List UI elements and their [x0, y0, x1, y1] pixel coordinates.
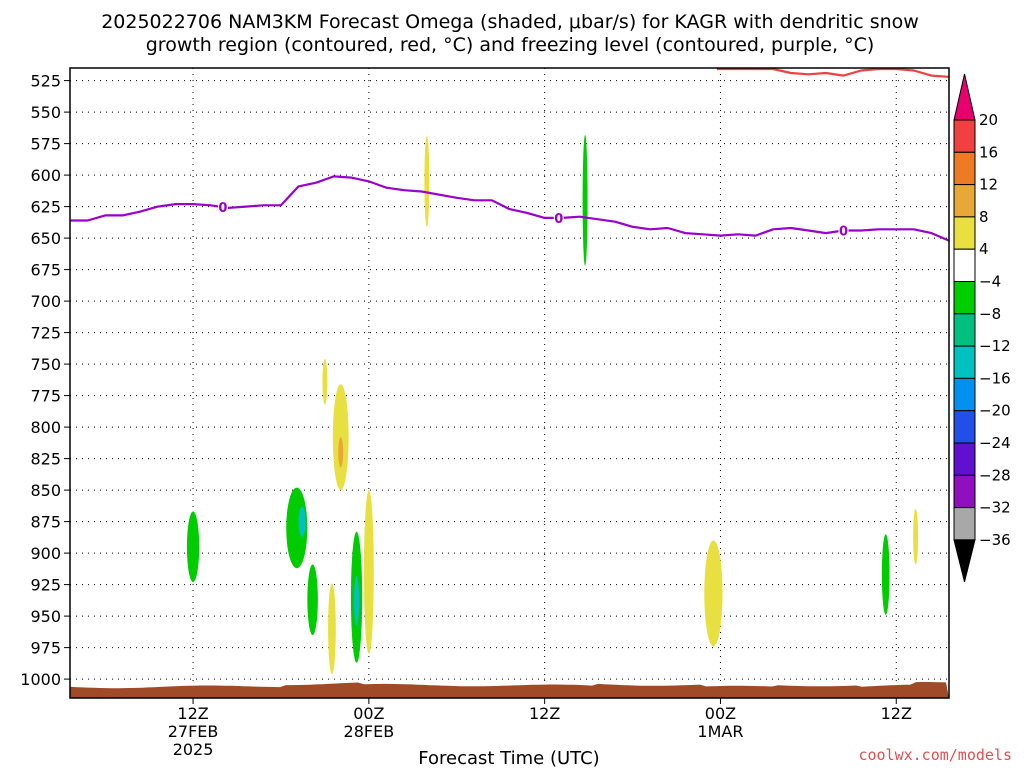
omega-blob [328, 583, 336, 675]
colorbar-segment [953, 151, 976, 186]
colorbar-tick-label: 4 [979, 240, 989, 258]
colorbar-tick-label: −28 [979, 466, 1011, 484]
colorbar-segment [953, 410, 976, 444]
y-tick-label: 525 [30, 72, 61, 91]
x-tick-label: 00Z [353, 704, 384, 723]
y-tick-label: 625 [30, 198, 61, 217]
y-tick-label: 550 [30, 103, 61, 122]
omega-blob [881, 534, 890, 615]
y-tick-label: 875 [30, 513, 61, 532]
freezing-level-label-bg [217, 200, 228, 215]
y-tick-label: 900 [30, 544, 61, 563]
colorbar: 20 16 12 8 4 −4 −8 −12 −16 −20 −24 −28 −32 −36 [953, 73, 1011, 583]
freezing-level-line [70, 175, 950, 242]
chart-title: 2025022706 NAM3KM Forecast Omega (shaded… [101, 11, 919, 56]
colorbar-segment [953, 119, 976, 153]
omega-blob [338, 437, 344, 468]
colorbar-tick-label: −8 [979, 305, 1001, 323]
colorbar-tick-label: 16 [979, 143, 998, 161]
omega-blob [582, 134, 588, 266]
colorbar-segment [953, 313, 976, 347]
x-tick-label: 28FEB [344, 722, 395, 741]
x-tick-label: 2025 [173, 740, 214, 759]
omega-blob [354, 575, 360, 627]
chart-title-line-2: growth region (contoured, red, °C) and f… [146, 34, 875, 56]
pressure-axis: 525 550 575 600 625 650 675 700 725 750 775 800 825 8… [20, 72, 70, 689]
colorbar-tick-label: −20 [979, 402, 1011, 420]
y-tick-label: 600 [30, 166, 61, 185]
y-tick-label: 825 [30, 450, 61, 469]
x-tick-label: 12Z [177, 704, 208, 723]
colorbar-segment [953, 474, 976, 509]
x-axis-label: Forecast Time (UTC) [418, 748, 599, 768]
colorbar-tick-label: −32 [979, 499, 1011, 517]
y-tick-label: 650 [30, 229, 61, 248]
chart-title-line-1: 2025022706 NAM3KM Forecast Omega (shaded… [101, 11, 919, 33]
omega-blob [363, 490, 374, 654]
y-tick-label: 1000 [20, 670, 61, 689]
omega-blob [186, 511, 200, 583]
colorbar-bottom-arrow [953, 539, 976, 583]
freezing-level-label: 0 [554, 212, 563, 227]
terrain-band [70, 682, 949, 698]
y-tick-label: 950 [30, 607, 61, 626]
y-tick-label: 675 [30, 261, 61, 280]
y-tick-label: 750 [30, 355, 61, 374]
y-tick-label: 725 [30, 324, 61, 343]
y-tick-label: 575 [30, 135, 61, 154]
x-tick-label: 12Z [881, 704, 912, 723]
colorbar-tick-label: 12 [979, 176, 998, 194]
credit-text: coolwx.com/models [858, 746, 1012, 764]
omega-blob [424, 136, 430, 227]
x-tick-label: 00Z [705, 704, 736, 723]
y-tick-label: 800 [30, 418, 61, 437]
colorbar-segment [953, 442, 976, 476]
grid-lines [70, 68, 949, 698]
freezing-level-label: 0 [839, 225, 848, 240]
omega-blob [704, 540, 723, 647]
y-tick-label: 850 [30, 481, 61, 500]
x-tick-label: 27FEB [168, 722, 219, 741]
omega-blob [322, 359, 328, 405]
colorbar-tick-label: 8 [979, 208, 989, 226]
y-tick-label: 975 [30, 639, 61, 658]
x-tick-label: 1MAR [697, 722, 743, 741]
freezing-level-label-bg [838, 223, 849, 238]
colorbar-top-arrow [953, 73, 976, 121]
colorbar-tick-label: −4 [979, 273, 1001, 291]
y-tick-label: 700 [30, 292, 61, 311]
omega-blob [298, 506, 306, 537]
freezing-level-label: 0 [218, 201, 227, 216]
colorbar-tick-label: −16 [979, 369, 1011, 387]
terrain-fill [70, 682, 949, 698]
y-tick-label: 925 [30, 576, 61, 595]
colorbar-segment [953, 216, 976, 250]
colorbar-segment [953, 377, 976, 412]
colorbar-segment [953, 248, 976, 282]
colorbar-segment [953, 507, 976, 541]
x-tick-label: 12Z [529, 704, 560, 723]
omega-blob [307, 564, 318, 635]
colorbar-tick-label: −24 [979, 434, 1011, 452]
colorbar-segment [953, 184, 976, 218]
contour-lines: 0 0 0 [70, 68, 950, 242]
colorbar-tick-label: −36 [979, 531, 1011, 549]
colorbar-tick-label: −12 [979, 337, 1011, 355]
omega-shading [186, 134, 919, 675]
dendritic-growth-contour [716, 68, 949, 78]
omega-blob [913, 508, 919, 565]
y-tick-label: 775 [30, 387, 61, 406]
freezing-level-label-bg [553, 210, 564, 225]
plot-background [70, 68, 949, 698]
plot-frame [69, 67, 950, 699]
colorbar-tick-label: 20 [979, 111, 998, 129]
colorbar-segment [953, 345, 976, 379]
colorbar-segment [953, 281, 976, 315]
